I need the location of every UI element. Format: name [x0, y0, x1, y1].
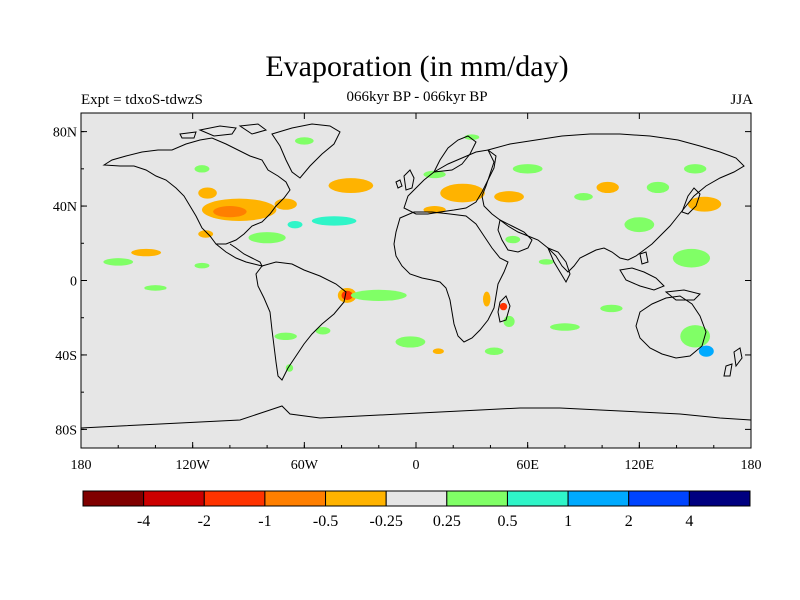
colorbar-swatch-3	[264, 490, 327, 507]
anomaly-patch-20	[103, 258, 134, 266]
coastline-scandinavia	[433, 135, 477, 173]
coastline-madagascar	[497, 295, 511, 323]
coastline-greenland	[271, 123, 341, 179]
y-tick-label-4: 80S	[55, 423, 77, 438]
y-tick-label-3: 40S	[55, 349, 77, 364]
anomaly-patch-26	[484, 347, 504, 355]
anomaly-patch-18	[698, 345, 714, 357]
coastline-arabia	[497, 219, 533, 253]
coastline-new-zealand	[723, 347, 743, 377]
y-tick-label-2: 0	[70, 275, 77, 290]
coastline-maritime-asia	[619, 251, 701, 301]
colorbar-swatch-10	[688, 490, 751, 507]
anomaly-patch-28	[274, 332, 297, 341]
coastline-arctic-islands	[179, 123, 268, 139]
coastline-antarctica	[81, 405, 751, 429]
coastline-australia	[635, 295, 707, 359]
anomaly-patch-44	[505, 235, 521, 244]
anomaly-patch-34	[624, 217, 655, 233]
anomaly-patch-30	[550, 323, 580, 331]
coastline-layer	[81, 123, 751, 429]
coastline-europe	[403, 149, 497, 215]
anomaly-patch-7	[596, 181, 619, 194]
anomaly-patch-22	[144, 285, 167, 291]
anomaly-patch-1	[213, 206, 247, 218]
colorbar-swatch-9	[628, 490, 690, 507]
anomaly-patch-5	[440, 183, 485, 203]
anomaly-patch-4	[328, 178, 374, 194]
map-title: Evaporation (in mm/day)	[265, 50, 569, 83]
map-background	[81, 113, 751, 448]
y-tick-label-1: 40N	[53, 200, 77, 215]
anomaly-patch-35	[646, 181, 670, 194]
anomaly-patch-27	[503, 315, 515, 328]
colorbar-swatch-8	[567, 490, 630, 507]
anomaly-patch-40	[295, 137, 314, 145]
colorbar-swatch-6	[446, 490, 508, 507]
colorbar-label-0: -4	[137, 513, 150, 530]
colorbar-swatch-2	[203, 490, 266, 507]
colorbar-label-3: -0.5	[313, 513, 338, 530]
x-tick-label-5: 120E	[625, 458, 655, 473]
colorbar-swatch-7	[506, 490, 569, 507]
colorbar-label-6: 0.5	[497, 513, 517, 530]
season-label: JJA	[730, 92, 753, 108]
colorbar-label-9: 4	[685, 513, 693, 530]
coastline-africa	[393, 211, 509, 343]
anomaly-layer	[103, 134, 722, 372]
anomaly-patch-29	[315, 327, 331, 335]
x-tick-label-2: 60W	[291, 458, 319, 473]
anomaly-patch-38	[574, 193, 593, 201]
anomaly-patch-24	[350, 289, 407, 301]
anomaly-patch-42	[194, 165, 210, 173]
colorbar-swatch-4	[325, 490, 387, 507]
y-axis: 80N 40N 0 40S 80S	[53, 126, 751, 438]
anomaly-patch-31	[600, 304, 623, 313]
anomaly-patch-23	[248, 232, 286, 244]
anomaly-patch-19	[287, 220, 303, 229]
x-tick-label-4: 60E	[516, 458, 539, 473]
colorbar-label-5: 0.25	[433, 513, 461, 530]
colorbar-label-1: -2	[198, 513, 211, 530]
anomaly-patch-16	[432, 348, 444, 355]
coastline-india	[547, 247, 571, 284]
coastline-south-america	[255, 261, 347, 381]
anomaly-patch-2	[198, 187, 217, 199]
colorbar: -4 -2 -1 -0.5 -0.25 0.25 0.5 1 2 4	[82, 490, 751, 530]
anomaly-patch-33	[672, 248, 711, 268]
anomaly-patch-37	[512, 164, 543, 174]
colorbar-label-2: -1	[258, 513, 271, 530]
x-tick-label-6: 180	[741, 458, 762, 473]
anomaly-patch-25	[395, 336, 426, 348]
anomaly-patch-8	[687, 196, 722, 212]
x-tick-label-3: 0	[413, 458, 420, 473]
coastline-north-america	[102, 137, 291, 245]
anomaly-patch-14	[483, 291, 491, 307]
anomaly-patch-32	[680, 325, 711, 348]
anomaly-patch-9	[131, 248, 162, 257]
anomaly-patch-17	[311, 216, 357, 226]
anomaly-patch-45	[538, 259, 554, 265]
colorbar-label-7: 1	[564, 513, 572, 530]
colorbar-swatch-0	[82, 490, 145, 507]
coastline-japan	[681, 187, 701, 215]
anomaly-patch-36	[684, 164, 707, 174]
colorbar-swatch-1	[143, 490, 205, 507]
x-axis: 180 120W 60W 0 60E 120E 180	[71, 113, 762, 473]
anomaly-patch-6	[494, 191, 524, 203]
anomaly-patch-15	[499, 302, 508, 311]
anomaly-patch-21	[194, 262, 210, 269]
x-tick-label-0: 180	[71, 458, 92, 473]
colorbar-swatch-5	[385, 490, 448, 507]
colorbar-label-8: 2	[625, 513, 633, 530]
x-tick-label-1: 120W	[176, 458, 211, 473]
map-subtitle: 066kyr BP - 066kyr BP	[346, 89, 488, 105]
colorbar-label-4: -0.25	[370, 513, 403, 530]
coastline-asia	[481, 133, 745, 273]
experiment-label: Expt = tdxoS-tdwzS	[81, 92, 203, 108]
coastline-british-isles	[395, 169, 415, 191]
y-tick-label-0: 80N	[53, 126, 77, 141]
